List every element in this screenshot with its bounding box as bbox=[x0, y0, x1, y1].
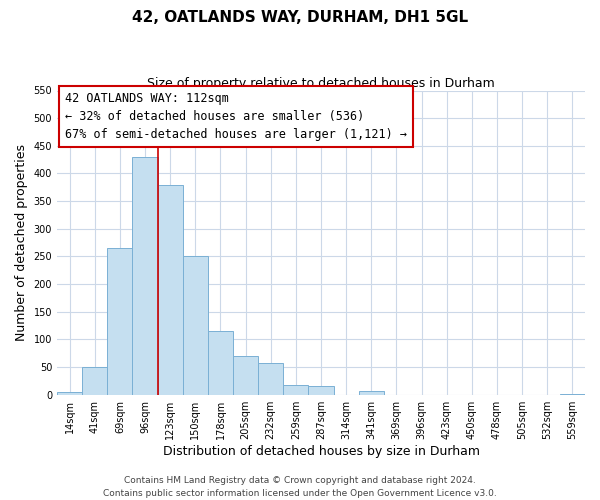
Bar bbox=[107, 248, 133, 394]
Text: 42, OATLANDS WAY, DURHAM, DH1 5GL: 42, OATLANDS WAY, DURHAM, DH1 5GL bbox=[132, 10, 468, 25]
Bar bbox=[258, 362, 283, 394]
Bar bbox=[308, 386, 334, 394]
Title: Size of property relative to detached houses in Durham: Size of property relative to detached ho… bbox=[147, 78, 495, 90]
Text: Contains HM Land Registry data © Crown copyright and database right 2024.
Contai: Contains HM Land Registry data © Crown c… bbox=[103, 476, 497, 498]
Bar bbox=[208, 331, 233, 394]
Bar bbox=[359, 391, 384, 394]
X-axis label: Distribution of detached houses by size in Durham: Distribution of detached houses by size … bbox=[163, 444, 479, 458]
Bar bbox=[158, 184, 183, 394]
Bar bbox=[233, 356, 258, 395]
Bar bbox=[183, 256, 208, 394]
Bar bbox=[82, 367, 107, 394]
Bar bbox=[133, 157, 158, 394]
Y-axis label: Number of detached properties: Number of detached properties bbox=[15, 144, 28, 341]
Bar bbox=[57, 392, 82, 394]
Bar bbox=[283, 385, 308, 394]
Text: 42 OATLANDS WAY: 112sqm
← 32% of detached houses are smaller (536)
67% of semi-d: 42 OATLANDS WAY: 112sqm ← 32% of detache… bbox=[65, 92, 407, 141]
